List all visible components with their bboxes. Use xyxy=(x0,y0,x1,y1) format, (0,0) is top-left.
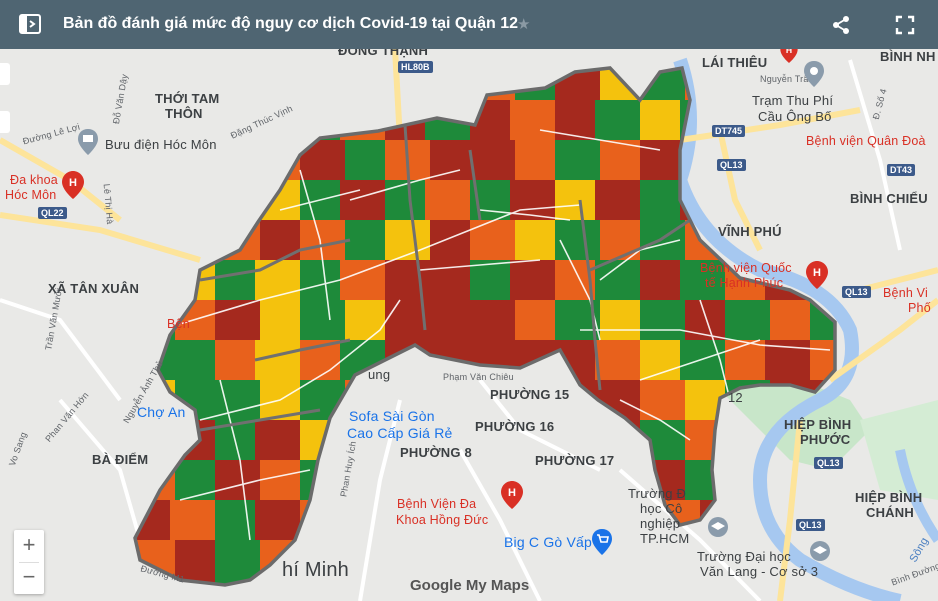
zoom-in-button[interactable]: + xyxy=(22,532,36,557)
left-edge-control-2[interactable] xyxy=(0,111,10,133)
svg-text:H: H xyxy=(508,487,516,499)
sidebar-toggle-icon[interactable] xyxy=(18,13,42,40)
zoom-out-button[interactable]: − xyxy=(22,564,36,589)
label-truong-cn-2: học Cô xyxy=(640,501,683,516)
label-p12: 12 xyxy=(728,390,743,405)
label-da-khoa-2: Hóc Môn xyxy=(5,188,57,202)
road-shield-dt745: DT745 xyxy=(712,125,746,137)
label-phuong-16: PHƯỜNG 16 xyxy=(475,419,555,434)
label-phuong-8: PHƯỜNG 8 xyxy=(400,445,472,460)
road-shield-ql13-a: QL13 xyxy=(717,159,746,171)
label-xa-tan-xuan: XÃ TÂN XUÂN xyxy=(48,281,140,296)
label-hiep-binh-phuoc-2: PHƯỚC xyxy=(800,432,851,447)
road-shield-dt43: DT43 xyxy=(887,164,916,176)
road-shield-ql22: QL22 xyxy=(38,207,67,219)
place-pin-icon[interactable] xyxy=(804,61,824,87)
left-edge-control-1[interactable] xyxy=(0,63,10,85)
fullscreen-icon[interactable] xyxy=(895,15,915,40)
label-sofa-2: Cao Cấp Giá Rẻ xyxy=(347,425,453,441)
svg-text:H: H xyxy=(69,177,77,189)
label-cho-an: Chợ An xyxy=(137,404,186,420)
label-truong-cn-4: TP.HCM xyxy=(640,531,690,546)
label-dong-thanh: ĐÔNG THẠNH xyxy=(338,49,429,58)
label-sofa-1: Sofa Sài Gòn xyxy=(349,408,435,424)
school-pin-icon[interactable] xyxy=(708,517,728,541)
label-van-lang-2: Văn Lang - Cơ sở 3 xyxy=(700,564,819,579)
label-truong-cn-3: nghiệp xyxy=(640,516,681,531)
label-binh-chieu: BÌNH CHIỂU xyxy=(850,191,928,206)
label-chi-minh: hí Minh xyxy=(282,559,349,581)
star-icon[interactable]: ★ xyxy=(517,16,531,33)
road-shield-hl80b: HL80B xyxy=(398,61,433,73)
zoom-divider xyxy=(19,562,39,563)
post-office-pin-icon[interactable] xyxy=(78,129,98,155)
map-title: Bản đồ đánh giá mức độ nguy cơ dịch Covi… xyxy=(63,15,519,32)
label-thon: THÔN xyxy=(165,106,203,121)
hospital-pin-icon-hoc-mon[interactable]: H xyxy=(62,171,84,199)
label-benh: Bện xyxy=(167,317,190,331)
road-shield-ql13-b: QL13 xyxy=(842,286,871,298)
road-nguyen-trai: Nguyễn Trãi xyxy=(760,74,811,84)
label-phuong-15: PHƯỜNG 15 xyxy=(490,387,570,402)
label-phuong-17: PHƯỜNG 17 xyxy=(535,453,615,468)
map-canvas[interactable]: ĐÔNG THẠNH HL80B THỚI TAM THÔN Bưu điện … xyxy=(0,49,938,601)
label-bv-hong-duc-2: Khoa Hồng Đức xyxy=(396,513,489,527)
hospital-pin-icon-hong-duc[interactable]: H xyxy=(501,481,523,509)
label-bv-pho-1: Bệnh Vi xyxy=(883,286,928,300)
hospital-pin-icon-lai-thieu[interactable]: H xyxy=(780,49,798,63)
label-tram-thu-phi-2: Cầu Ông Bố xyxy=(758,109,832,124)
label-hiep-binh-phuoc-1: HIỆP BÌNH xyxy=(784,417,852,432)
svg-text:H: H xyxy=(813,267,821,279)
label-hiep-binh-chanh-1: HIỆP BÌNH xyxy=(855,490,923,505)
label-bv-quoc-te-1: Bệnh viện Quốc xyxy=(700,261,792,275)
hospital-pin-icon-hanh-phuc[interactable]: H xyxy=(806,261,828,289)
road-pham-van-chieu: Phạm Văn Chiêu xyxy=(443,372,514,382)
label-ba-diem: BÀ ĐIỂM xyxy=(92,452,149,467)
label-hiep-binh-chanh-2: CHÁNH xyxy=(866,505,914,520)
shopping-cart-pin-icon[interactable] xyxy=(592,529,612,555)
map-graphics xyxy=(0,49,938,601)
label-bv-quoc-te-2: tế Hạnh Phúc xyxy=(705,276,784,290)
label-buu-dien: Bưu điện Hóc Môn xyxy=(105,137,217,152)
label-big-c: Big C Gò Vấp xyxy=(504,534,592,550)
label-tram-thu-phi-1: Trạm Thu Phí xyxy=(752,93,834,108)
label-binh-nham: BÌNH NH xyxy=(880,49,936,64)
label-da-khoa-1: Đa khoa xyxy=(10,173,58,187)
map-header: Bản đồ đánh giá mức độ nguy cơ dịch Covi… xyxy=(0,0,938,49)
label-ung: ung xyxy=(368,367,391,382)
label-thoi-tam: THỚI TAM xyxy=(155,91,220,106)
road-shield-ql13-d: QL13 xyxy=(796,519,825,531)
label-bv-hong-duc-1: Bệnh Viện Đa xyxy=(397,497,477,511)
label-van-lang-1: Trường Đại học xyxy=(697,549,791,564)
label-vinh-phu: VĨNH PHÚ xyxy=(718,224,782,239)
google-my-maps-logo: Google My Maps xyxy=(410,577,530,594)
road-shield-ql13-c: QL13 xyxy=(814,457,843,469)
school-pin-icon-van-lang[interactable] xyxy=(810,541,830,565)
label-bv-quan-doan: Bệnh viện Quân Đoà xyxy=(806,134,926,148)
label-lai-thieu: LÁI THIÊU xyxy=(702,55,768,70)
share-icon[interactable] xyxy=(831,15,851,40)
label-bv-pho-2: Phố xyxy=(908,301,931,315)
label-truong-cn-1: Trường Đ xyxy=(628,486,687,501)
zoom-control: + − xyxy=(14,530,44,594)
svg-text:H: H xyxy=(786,49,792,55)
